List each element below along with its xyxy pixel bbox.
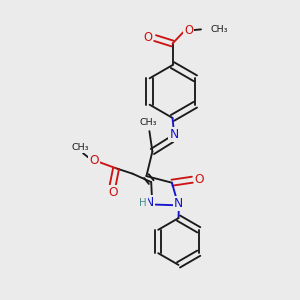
Text: O: O bbox=[108, 186, 118, 200]
Text: O: O bbox=[143, 31, 152, 44]
Text: CH₃: CH₃ bbox=[72, 143, 89, 152]
Text: CH₃: CH₃ bbox=[210, 25, 227, 34]
Text: O: O bbox=[89, 154, 99, 167]
Text: N: N bbox=[169, 128, 178, 141]
Text: CH₃: CH₃ bbox=[139, 118, 157, 127]
Text: N: N bbox=[145, 196, 154, 209]
Text: O: O bbox=[184, 23, 193, 37]
Text: N: N bbox=[174, 197, 183, 210]
Text: H: H bbox=[139, 198, 147, 208]
Text: O: O bbox=[195, 173, 204, 186]
